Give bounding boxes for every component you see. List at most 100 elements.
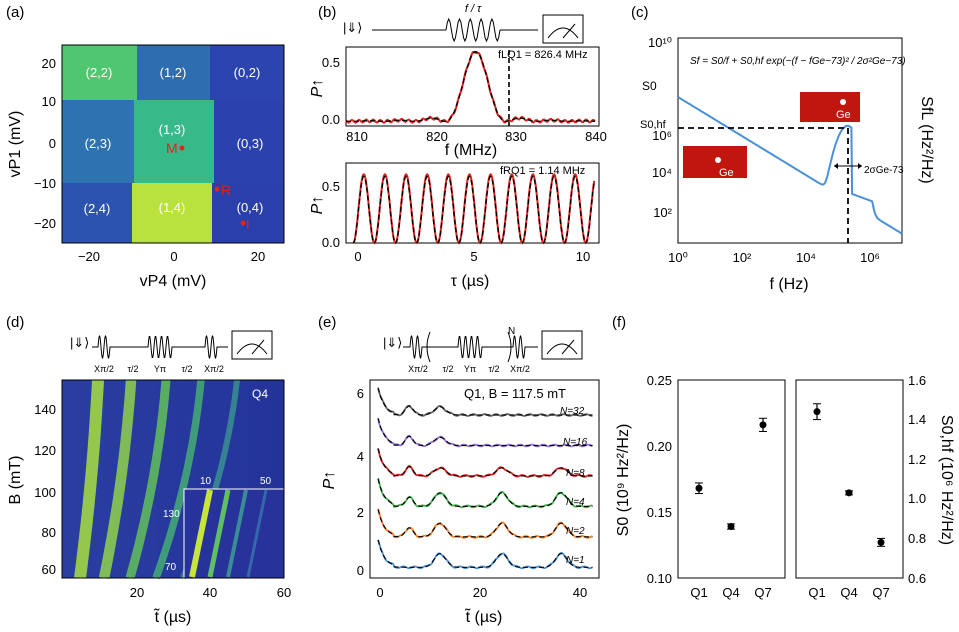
y-tick: 0.0: [322, 235, 340, 250]
region-1-4: [132, 183, 212, 243]
region-1-3: [134, 100, 214, 183]
inset-band: [207, 489, 231, 578]
x-tick: 10²: [733, 250, 752, 265]
region-2-3: [62, 100, 134, 183]
y-tick: −20: [34, 216, 56, 231]
y-tick: 0.5: [322, 179, 340, 194]
y-tick: 0.10: [647, 571, 672, 586]
meter-needle-icon: [546, 339, 578, 355]
marker-i-label: I: [246, 217, 250, 232]
electron-icon: [715, 157, 721, 163]
inset-band: [246, 489, 268, 578]
s0hf-label: S0,hf: [640, 119, 667, 131]
x-tick: Q1: [808, 585, 825, 600]
x-tick: 10⁰: [668, 250, 688, 265]
region-0-3: [214, 100, 284, 183]
cell-label: (1,4): [159, 200, 186, 215]
s0-plot-frame: [677, 379, 786, 579]
ge-label: Ge: [719, 167, 734, 179]
x-tick: 40: [203, 585, 217, 600]
meter-needle-icon: [236, 339, 268, 355]
rabi-data-line: [352, 172, 596, 245]
region-0-2: [210, 45, 284, 100]
y-tick: 0.6: [908, 571, 926, 586]
x-tick: 5: [470, 249, 477, 264]
y-axis-label: P↑: [321, 471, 338, 490]
y-tick: 0.0: [322, 112, 340, 127]
cell-label: (1,2): [160, 65, 187, 80]
data-point-q4: [727, 523, 735, 531]
x-axis-label: f (Hz): [769, 276, 808, 293]
cell-label: (0,2): [234, 65, 261, 80]
x-tick: 0: [170, 249, 177, 264]
x-tick: 840: [585, 129, 607, 144]
trace-n-8: [377, 448, 593, 478]
pulse-sequence: [403, 335, 538, 359]
marker-i-dot: [240, 220, 246, 226]
fit-parameter-points: [695, 403, 885, 547]
panel-c: (c) Sf = S0/f + S0,hf exp(−(f − fGe−73)²…: [631, 4, 935, 293]
y-tick: −10: [34, 176, 56, 191]
trace-fit: [377, 448, 593, 477]
x-tick: 20: [251, 249, 265, 264]
y-tick: 10²: [653, 205, 672, 220]
x-tick: Q4: [840, 585, 857, 600]
y-tick: 0: [357, 563, 364, 578]
drive-pulse: [445, 17, 501, 43]
spectrum-fit-line: [346, 50, 595, 123]
x-tick: 40: [573, 585, 587, 600]
y-tick: 80: [42, 525, 56, 540]
y-axis-label: P↑: [309, 79, 326, 98]
pulse-label: Xπ/2: [408, 364, 428, 374]
cell-label: (2,2): [86, 65, 113, 80]
y-tick: 4: [357, 449, 364, 464]
trace-fit: [377, 539, 593, 568]
state-ket: |⇓⟩: [70, 335, 89, 350]
noise-spectrum-curve: [677, 96, 903, 235]
x-tick: 810: [346, 129, 368, 144]
y-tick: 6: [357, 386, 364, 401]
echo-band: [125, 379, 171, 580]
panel-f: (f) 0.25 0.20 0.15 0.10 1.6 1.4 1.2 1.0 …: [612, 314, 955, 600]
y-tick: 0.20: [647, 439, 672, 454]
panel-e-label: (e): [318, 314, 336, 331]
y-tick: 1.0: [908, 491, 926, 506]
y-tick: 1.6: [908, 373, 926, 388]
trace-label: N=4: [566, 497, 585, 508]
state-ket: |⇓⟩: [383, 335, 402, 350]
inset-tick: 10: [200, 476, 212, 487]
panel-f-label: (f): [612, 314, 626, 331]
x-tick: 0: [376, 585, 383, 600]
y-tick: 140: [34, 402, 56, 417]
pulse-label: Xπ/2: [204, 364, 224, 374]
pulse-label: τ/2: [181, 364, 192, 374]
x-axis-label: t̃ (µs): [464, 607, 502, 626]
marker-m-dot: [179, 145, 185, 151]
panel-d: (d) |⇓⟩ Xπ/2 τ/2 Yπ τ/2 Xπ/2 Q4 10 50 13…: [6, 314, 291, 626]
x-tick: 820: [426, 129, 448, 144]
y-tick: 60: [42, 562, 56, 577]
panel-b-label: (b): [318, 4, 336, 21]
panel-d-label: (d): [6, 314, 24, 331]
marker-r-label: R: [221, 182, 231, 198]
state-ket: |⇓⟩: [343, 20, 362, 35]
pulse-label: τ/2: [127, 364, 138, 374]
region-2-2: [62, 45, 137, 100]
panel-d-frame: [61, 379, 285, 579]
data-point-q7: [877, 538, 885, 546]
cell-label: (2,4): [84, 201, 111, 216]
inset-tick: 50: [260, 476, 272, 487]
trace-label: N=2: [566, 526, 585, 537]
noise-formula: Sf = S0/f + S0,hf exp(−(f − fGe−73)² / 2…: [690, 56, 906, 67]
sigma-label: 2σGe-73: [864, 165, 904, 176]
marker-r-dot: [214, 186, 220, 192]
decoupling-plot-frame: [369, 379, 600, 579]
y-tick: 2: [357, 505, 364, 520]
y-axis-label: S0 (10⁹ Hz²/Hz): [615, 424, 632, 537]
x-tick: 0: [354, 249, 361, 264]
y-axis-label: B (mT): [7, 456, 24, 505]
x-tick: Q1: [690, 585, 707, 600]
panel-a: (a) (2,2) (1,2) (0,2) (2,3) (1,3) (0,3) …: [6, 4, 285, 290]
trace-label: N=16: [563, 437, 588, 448]
